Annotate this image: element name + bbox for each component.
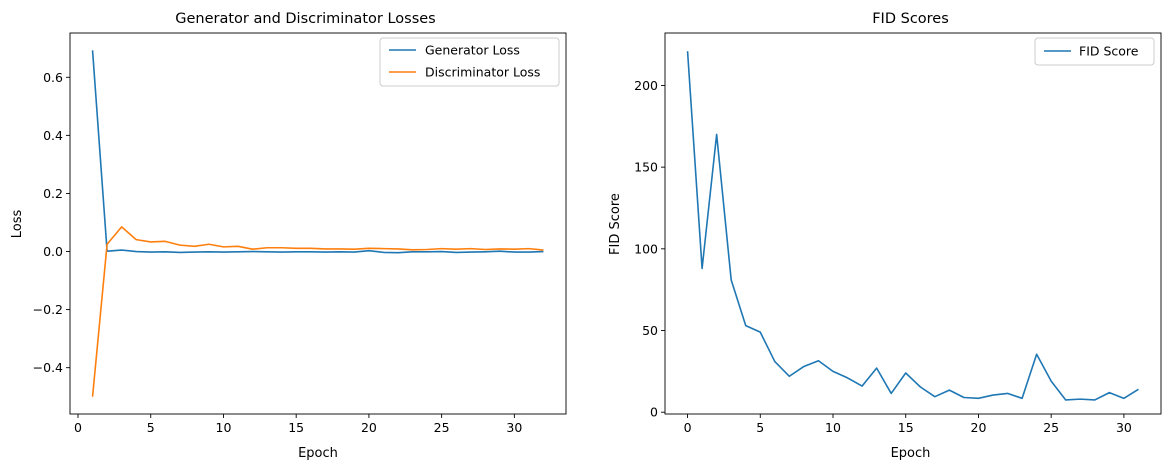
fid-score-line <box>686 51 1139 401</box>
fid-legend: FID Score <box>1034 37 1155 66</box>
loss-y-tick-label: −0.4 <box>33 360 63 375</box>
loss-chart-title: Generator and Discriminator Losses <box>175 11 435 27</box>
loss-y-tick-label: 0.4 <box>43 128 63 143</box>
loss-chart-plot-area <box>69 32 567 415</box>
discriminator-loss-line <box>91 226 544 397</box>
loss-x-axis-label: Epoch <box>298 446 338 461</box>
loss-y-tick-label: −0.2 <box>33 302 63 317</box>
fid-x-tick-label: 10 <box>825 420 841 435</box>
fid-x-tick-label: 30 <box>1116 420 1132 435</box>
loss-y-axis-label: Loss <box>10 210 25 239</box>
loss-x-tick-label: 15 <box>288 420 304 435</box>
loss-x-tick-label: 10 <box>216 420 232 435</box>
fid-x-tick-label: 5 <box>756 420 764 435</box>
fid-x-tick-label: 25 <box>1043 420 1059 435</box>
fid-y-tick-label: 200 <box>634 78 658 93</box>
loss-x-tick-label: 20 <box>361 420 377 435</box>
loss-y-tick-label: 0.0 <box>43 244 63 259</box>
fid-legend-label: FID Score <box>1079 44 1139 59</box>
fid-y-tick-label: 0 <box>650 405 658 420</box>
loss-legend-box <box>379 37 560 87</box>
loss-y-tick-label: 0.2 <box>43 186 63 201</box>
fid-y-tick-label: 50 <box>642 323 658 338</box>
loss-legend-label-generator: Generator Loss <box>425 43 520 58</box>
loss-x-tick-label: 25 <box>434 420 450 435</box>
loss-x-tick-label: 0 <box>74 420 82 435</box>
generator-loss-line <box>91 50 544 254</box>
loss-legend: Generator Loss Discriminator Loss <box>379 37 560 87</box>
fid-x-axis-label: Epoch <box>891 446 931 461</box>
loss-chart: Generator and Discriminator Losses 0 5 10 1… <box>10 11 567 461</box>
fid-legend-box <box>1034 37 1155 66</box>
fid-chart: FID Scores 0 5 10 15 20 25 30 0 50 100 150 200 Epoc… <box>608 11 1162 461</box>
loss-x-tick-label: 30 <box>506 420 522 435</box>
fid-x-tick-label: 20 <box>971 420 987 435</box>
loss-x-tick-label: 5 <box>147 420 155 435</box>
fid-chart-plot-area <box>664 32 1162 415</box>
loss-y-tick-label: 0.6 <box>43 70 63 85</box>
fid-y-tick-label: 150 <box>634 160 658 175</box>
fid-x-tick-label: 15 <box>898 420 914 435</box>
fid-y-axis-label: FID Score <box>608 193 623 255</box>
fid-y-tick-label: 100 <box>634 241 658 256</box>
fid-chart-title: FID Scores <box>872 11 949 27</box>
loss-legend-label-discriminator: Discriminator Loss <box>425 65 540 80</box>
fid-x-tick-label: 0 <box>684 420 692 435</box>
